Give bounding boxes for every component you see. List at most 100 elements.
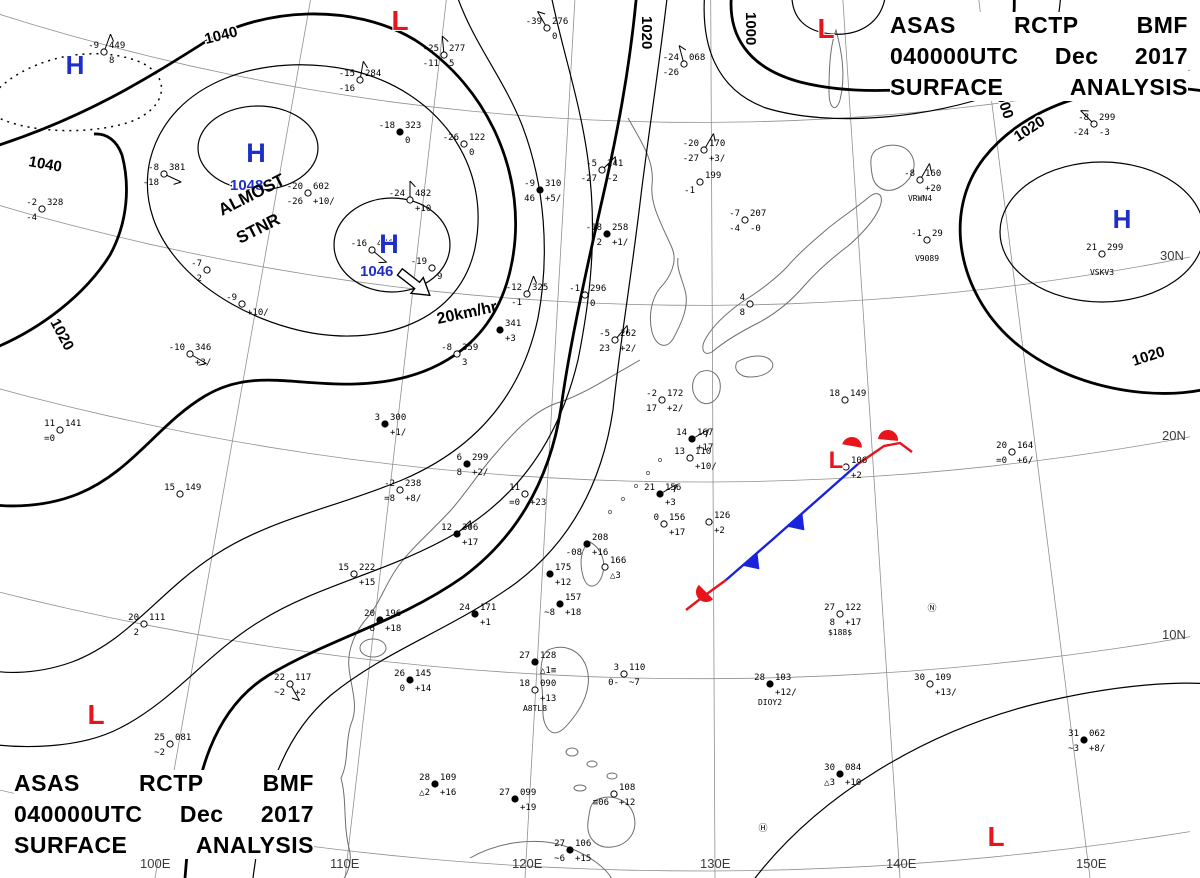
latitude-line: [0, 388, 1191, 483]
station-plot: -15 284 -16: [339, 61, 381, 94]
high-pressure-symbol: H: [246, 138, 266, 168]
station-plot: 31 062 ~3 +8/: [1068, 729, 1105, 754]
station-t: -8: [148, 163, 159, 173]
isobar-line-1020-west: [0, 132, 128, 348]
station-plot: -2 172 17 +2/: [646, 389, 683, 414]
station-p: 207: [750, 209, 766, 219]
station-t: 20: [364, 609, 375, 619]
station-circle-icon: [460, 140, 468, 148]
isobar-label: 1020: [46, 316, 77, 353]
station-plot: 106 +2: [842, 456, 867, 481]
station-ll: =0: [996, 456, 1007, 466]
station-lr: +2/: [472, 468, 488, 478]
station-circle-icon: [166, 740, 174, 748]
station-circle-icon: [556, 600, 564, 608]
station-lr: +2/: [667, 404, 683, 414]
station-p: 175: [555, 563, 571, 573]
station-ll: -4: [26, 213, 37, 223]
station-ll: -1: [511, 298, 522, 308]
station-plot: -20 602 -26 +10/: [287, 182, 335, 207]
station-circle-icon: [350, 570, 358, 578]
annotation-text: STNR: [233, 210, 283, 248]
station-ll: -08: [566, 548, 582, 558]
station-t: 0: [654, 513, 659, 523]
isobar-line: [252, 0, 668, 878]
station-p: 111: [149, 613, 165, 623]
station-t: 24: [459, 603, 470, 613]
title-text: 2017: [1134, 43, 1188, 69]
title-block-bottom-left: ASAS RCTP BMF 040000UTC Dec 2017 SURFACE…: [14, 770, 314, 859]
station-circle-icon: [598, 166, 606, 174]
station-plot: 208 -08 +16: [566, 533, 609, 558]
station-t: -18: [586, 223, 602, 233]
coastline: [627, 117, 687, 346]
isobar-line-1046: [333, 197, 451, 293]
station-circle-icon: [842, 463, 850, 471]
station-circle-icon: [536, 186, 544, 194]
station-circle-icon: [440, 51, 448, 59]
station-t: -2: [646, 389, 657, 399]
station-lr: +8/: [405, 494, 421, 504]
longitude-label: 110E: [330, 856, 360, 871]
station-p: 156: [665, 483, 681, 493]
wind-barb-tick-icon: [673, 484, 677, 493]
isobar-line-1040: [0, 12, 517, 508]
station-plot: 341 +3: [496, 319, 521, 344]
station-lr: +1/: [390, 428, 406, 438]
station-lr: +10/: [247, 308, 269, 318]
station-plot: 25 081 ~2: [154, 733, 191, 758]
station-ll: -27: [581, 174, 597, 184]
station-plot: 199 -1: [684, 171, 721, 196]
station-p: 208: [592, 533, 608, 543]
station-circle-icon: [601, 563, 609, 571]
station-plot: 20 196 8 +18: [364, 609, 401, 634]
station-circle-icon: [396, 128, 404, 136]
station-t: -7: [191, 259, 202, 269]
station-lr: +2: [714, 526, 725, 536]
station-t: -9: [88, 41, 99, 51]
station-circle-icon: [658, 396, 666, 404]
station-plot: -2 328 -4: [26, 198, 63, 223]
station-lr: 3: [462, 358, 467, 368]
station-p: 081: [175, 733, 191, 743]
wind-barb-tick-icon: [929, 163, 932, 172]
station-plot: -24 068 -26: [663, 45, 705, 78]
station-plot: 30 109 +13/: [914, 673, 957, 698]
station-t: 25: [154, 733, 165, 743]
station-t: 14: [676, 428, 687, 438]
station-circle-icon: [656, 490, 664, 498]
warm-front-line: [857, 441, 913, 465]
isobar-line: [146, 64, 479, 337]
station-circle-icon: [186, 350, 194, 358]
station-p: 482: [415, 189, 431, 199]
station-p: 346: [195, 343, 211, 353]
station-circle-icon: [304, 189, 312, 197]
isobar-line: [999, 161, 1200, 303]
warm-front-semicircle-icon: [695, 584, 714, 603]
station-plot: 157 ~8 +18: [544, 593, 581, 618]
station-lr: +12: [619, 798, 635, 808]
station-plot: -9 449 8: [88, 33, 125, 66]
station-t: -1: [569, 284, 580, 294]
station-lr: +14: [415, 684, 431, 694]
coastline-islet: [657, 457, 663, 463]
station-circle-icon: [238, 300, 246, 308]
station-ll: ~6: [554, 854, 565, 864]
station-plot: 11 =0 +23: [509, 483, 546, 508]
isobar-label: 1020: [638, 16, 655, 49]
station-plot: 27 106 ~6 +15: [554, 839, 591, 864]
station-p: 328: [47, 198, 63, 208]
station-lr: +8/: [1089, 744, 1105, 754]
station-lr: +18: [385, 624, 401, 634]
title-text: Dec: [179, 801, 224, 827]
station-plot: 20 164 =0 +6/: [996, 441, 1033, 466]
station-t: -16: [351, 239, 367, 249]
station-lr: +1/: [612, 238, 628, 248]
station-ll: 2: [134, 628, 139, 638]
station-ll: ~2: [274, 688, 285, 698]
station-circle-icon: [176, 490, 184, 498]
station-circle-icon: [203, 266, 211, 274]
station-p: 068: [689, 53, 705, 63]
station-circle-icon: [741, 216, 749, 224]
station-plot: 0 156 +17: [654, 513, 686, 538]
